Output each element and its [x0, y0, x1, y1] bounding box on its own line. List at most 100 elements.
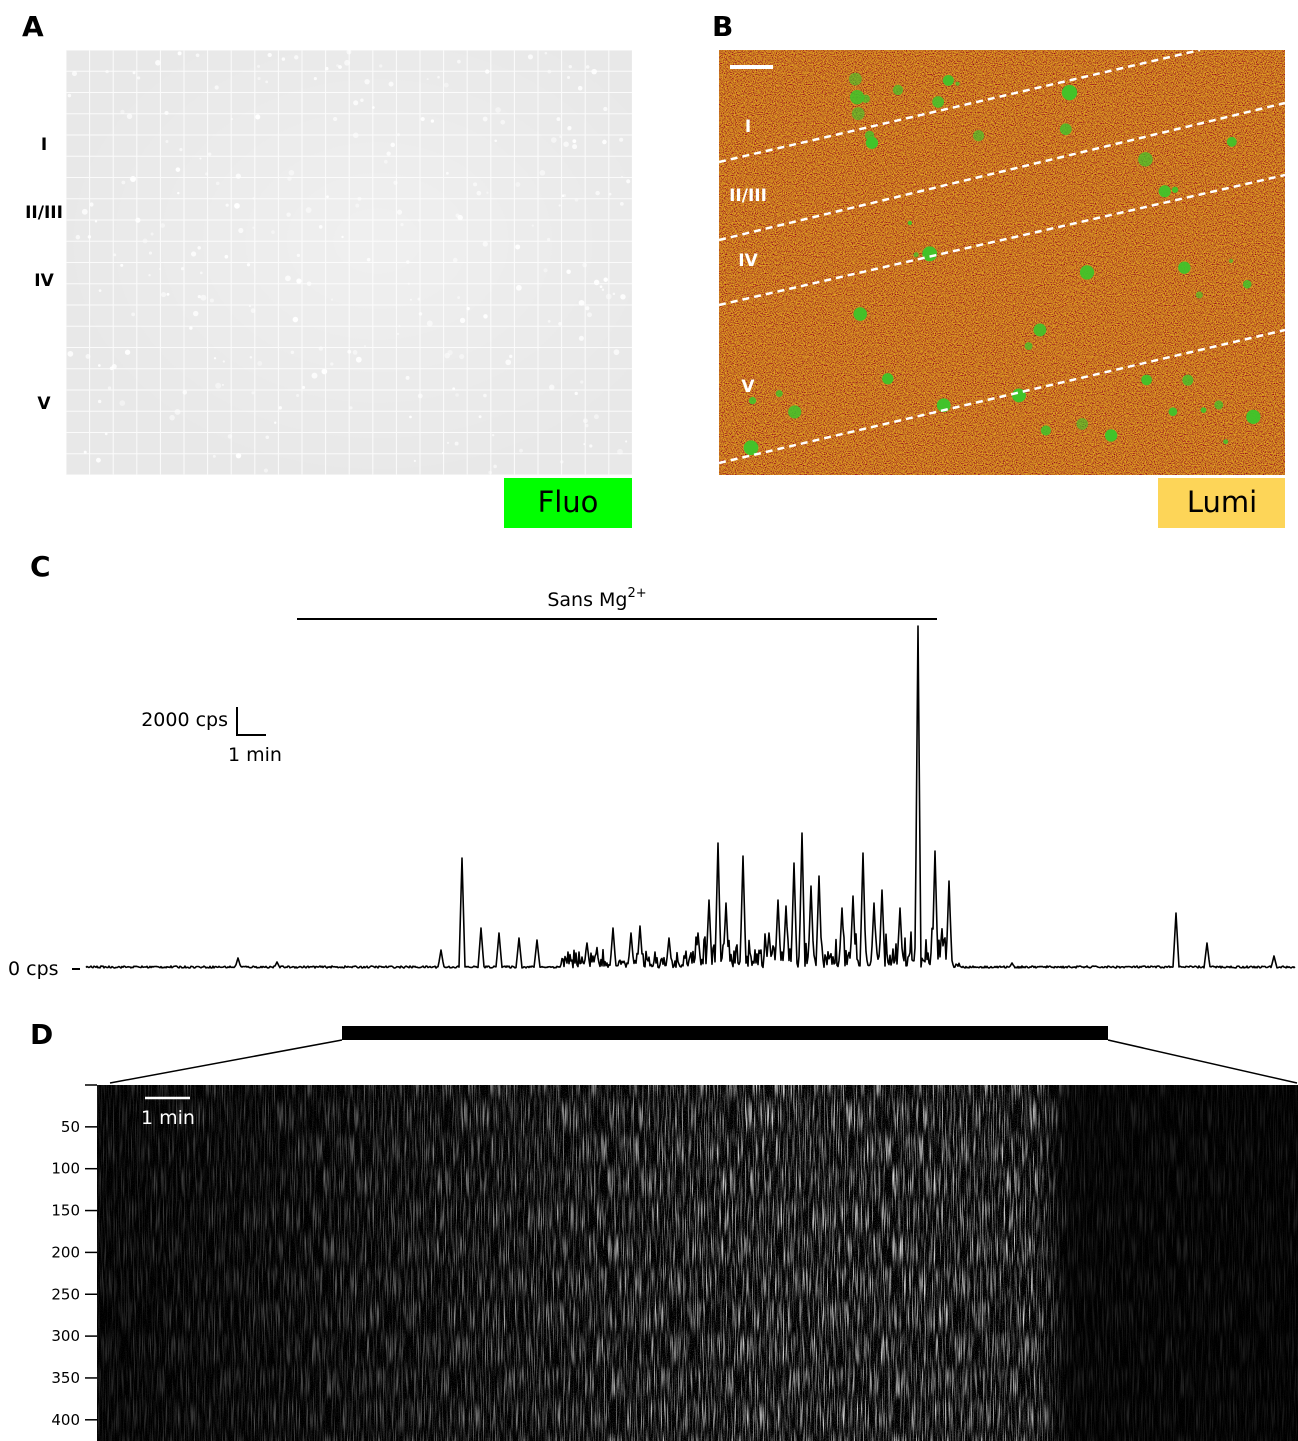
cell [407, 282, 411, 285]
cell [608, 192, 612, 196]
cell [599, 285, 603, 289]
cell [617, 448, 623, 455]
raster-shade [97, 1085, 1298, 1441]
blob [955, 81, 960, 86]
cell [589, 444, 593, 448]
cell [383, 159, 388, 164]
cell [603, 277, 608, 282]
cell [87, 235, 92, 239]
cell [177, 51, 182, 56]
cell [296, 393, 300, 398]
panel-label: D [30, 1018, 53, 1051]
cell [360, 98, 364, 102]
cell [577, 85, 583, 91]
cell [227, 434, 233, 439]
cell [587, 312, 592, 318]
cell [221, 383, 225, 386]
cell [286, 212, 291, 217]
scale-x-label: 1 min [228, 744, 282, 766]
cell [104, 432, 108, 436]
cell [561, 194, 565, 198]
cell [443, 82, 449, 88]
cell [455, 213, 460, 218]
layer-label: II/III [25, 203, 63, 223]
cell [95, 457, 101, 463]
y-tick-label: 400 [51, 1411, 80, 1429]
cell [437, 75, 440, 79]
cell [388, 81, 394, 87]
cell [89, 202, 94, 207]
cell [251, 391, 255, 395]
cell [131, 312, 136, 317]
cell [265, 80, 269, 84]
cell [574, 197, 579, 202]
cell [613, 349, 620, 356]
cell [98, 289, 102, 292]
blob [932, 96, 945, 108]
cell [174, 409, 181, 415]
condition-sup: 2+ [627, 586, 646, 601]
cell [71, 71, 78, 77]
blobs [743, 72, 1261, 456]
cell [457, 296, 461, 300]
cell [478, 415, 482, 419]
cell [252, 226, 255, 229]
cell [516, 284, 522, 291]
cell [364, 78, 370, 85]
cell [390, 142, 396, 148]
cell [585, 306, 590, 311]
cell [166, 292, 170, 296]
cell [563, 141, 569, 147]
cell [393, 180, 398, 185]
scale-y-label: 2000 cps [141, 709, 228, 731]
cell [626, 179, 631, 184]
blob [849, 90, 865, 105]
cell [346, 49, 352, 55]
cell [352, 132, 359, 139]
cell [500, 119, 506, 125]
cell [580, 380, 584, 384]
blob [1171, 186, 1179, 193]
cell [83, 450, 87, 454]
cell [605, 293, 612, 300]
cell [620, 175, 624, 178]
cell [546, 237, 551, 242]
cell [582, 418, 588, 424]
cell [420, 116, 425, 122]
cell [515, 182, 521, 187]
blob [865, 136, 879, 149]
cell [488, 470, 492, 475]
y-tick-label: 300 [51, 1327, 80, 1345]
cell [405, 260, 410, 264]
cell [107, 386, 112, 390]
cell [583, 443, 586, 446]
blob [1195, 291, 1203, 299]
layer-label: I [745, 117, 751, 137]
cell [120, 263, 124, 267]
blob [1228, 258, 1234, 263]
blob [1059, 123, 1072, 136]
cell [366, 257, 371, 262]
cell [620, 294, 626, 300]
cell [94, 220, 98, 223]
blob [748, 396, 757, 405]
cell [197, 295, 201, 299]
blob [1158, 185, 1171, 198]
cell [485, 69, 490, 74]
blob [861, 94, 870, 103]
cell [585, 65, 590, 69]
cell [296, 253, 301, 258]
cell [539, 169, 546, 176]
blob [853, 307, 868, 321]
cell [85, 353, 91, 359]
cell [213, 357, 217, 360]
cell [543, 268, 548, 273]
cell [355, 203, 360, 208]
cell [326, 195, 329, 199]
cell [164, 110, 169, 116]
cell [136, 76, 141, 80]
cell [593, 414, 599, 420]
cell [265, 435, 270, 440]
cell [165, 140, 169, 144]
